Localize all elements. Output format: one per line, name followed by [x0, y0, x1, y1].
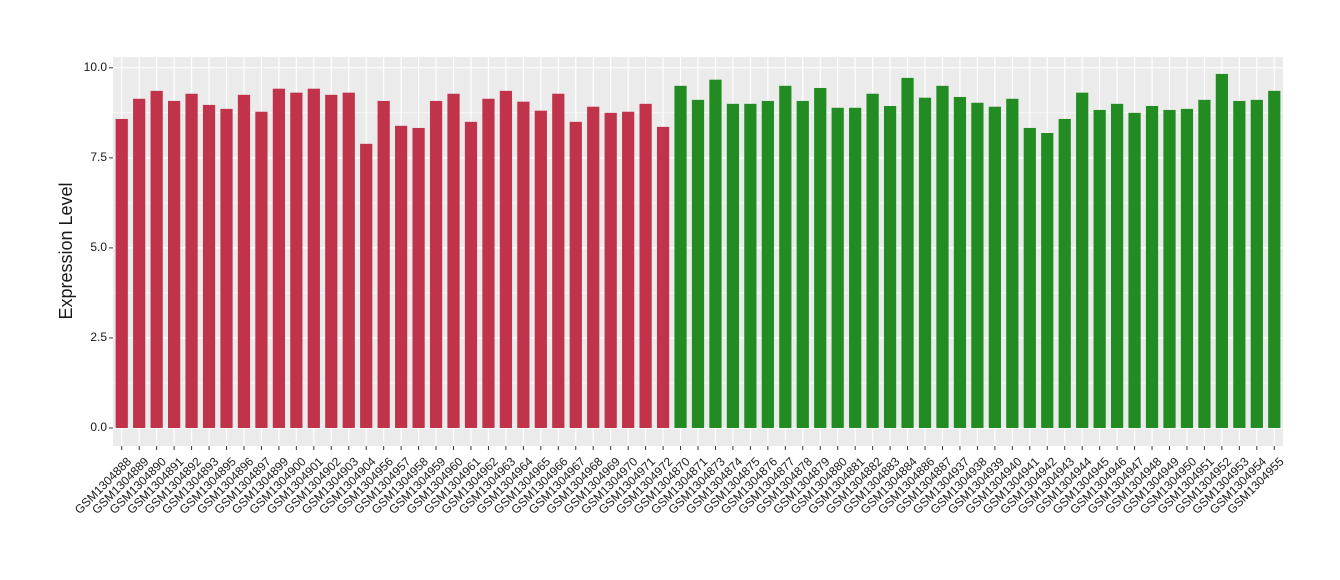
bar	[569, 121, 582, 428]
bar	[464, 121, 478, 428]
bar	[499, 90, 513, 428]
bar	[918, 97, 932, 428]
bar	[622, 111, 635, 428]
bar	[220, 108, 233, 428]
bar	[639, 103, 652, 428]
bar	[202, 104, 216, 428]
bar	[237, 94, 251, 428]
bar	[814, 87, 827, 428]
bar	[552, 93, 565, 428]
bar	[726, 103, 740, 428]
bar	[953, 96, 967, 428]
bar	[1268, 90, 1281, 428]
y-axis-label: Expression Level	[56, 182, 76, 319]
bar	[517, 101, 530, 428]
bar	[988, 106, 1001, 428]
bar	[936, 85, 949, 428]
y-tick-label: 7.5	[90, 150, 107, 164]
bar	[1058, 118, 1071, 428]
bar	[377, 100, 390, 428]
bar	[447, 93, 460, 428]
bar	[1215, 73, 1228, 428]
y-tick-label: 10.0	[84, 60, 108, 74]
bar	[168, 100, 181, 428]
bar	[412, 127, 425, 428]
bar	[901, 77, 914, 428]
bar	[604, 112, 617, 428]
bar	[971, 102, 984, 428]
bar	[482, 98, 495, 428]
bar	[1110, 103, 1124, 428]
bar	[272, 88, 286, 428]
bar	[133, 98, 146, 428]
bar	[656, 126, 670, 428]
bar	[150, 90, 163, 428]
bar	[779, 85, 792, 428]
bar	[1180, 108, 1194, 428]
bar	[709, 79, 722, 428]
bar	[1233, 100, 1246, 428]
bar	[1163, 109, 1176, 428]
bar	[185, 93, 198, 428]
bar	[883, 105, 897, 428]
bar	[429, 100, 443, 428]
bar	[691, 99, 705, 428]
bar	[674, 85, 687, 428]
bar	[534, 110, 547, 428]
bar	[587, 106, 600, 428]
bar	[1076, 92, 1089, 428]
bar	[761, 100, 774, 428]
bar	[1198, 99, 1211, 428]
bar	[1023, 127, 1036, 428]
bar	[1041, 132, 1054, 428]
bar	[866, 93, 879, 428]
bar	[255, 111, 268, 428]
bar	[115, 118, 128, 428]
bar	[744, 103, 757, 428]
bar	[796, 100, 809, 428]
bar	[1128, 112, 1141, 428]
y-tick-label: 5.0	[90, 240, 107, 254]
bar	[1145, 105, 1159, 428]
bar	[325, 94, 338, 428]
y-tick-label: 2.5	[90, 330, 107, 344]
bar	[307, 88, 320, 428]
bar	[342, 92, 355, 428]
bar	[1006, 98, 1019, 428]
bar	[831, 107, 844, 428]
bar	[395, 125, 408, 428]
bar	[360, 143, 373, 428]
y-tick-label: 0.0	[90, 420, 107, 434]
bar	[849, 107, 862, 428]
bar	[1093, 109, 1106, 428]
bar	[1250, 99, 1263, 428]
bar	[290, 92, 303, 428]
